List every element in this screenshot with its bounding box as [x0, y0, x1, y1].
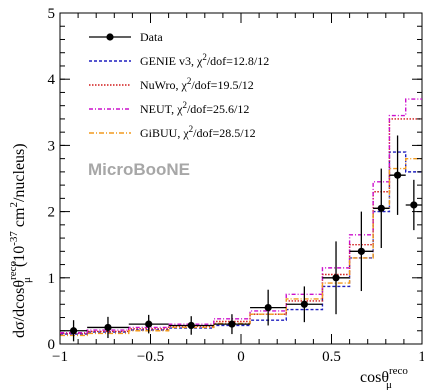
- x-tick-label: 1: [418, 349, 424, 365]
- y-tick-label: 2: [48, 205, 56, 221]
- legend-data-marker: [106, 33, 114, 41]
- y-axis-title-sup: reco: [7, 261, 19, 280]
- data-point: [69, 327, 78, 335]
- x-tick-label: 0.5: [322, 349, 341, 365]
- legend: Data GENIE v3, χ2/dof=12.8/12 NuWro, χ2/do…: [89, 30, 269, 140]
- x-axis-title-sup: reco: [389, 365, 408, 377]
- data-point: [410, 201, 418, 209]
- data-point: [228, 320, 236, 328]
- y-tick-label: 0: [48, 337, 56, 353]
- y-axis-title-units-exp: -37: [8, 231, 20, 246]
- data-point: [357, 247, 365, 255]
- y-tick-label: 3: [48, 138, 56, 154]
- data-point: [264, 303, 272, 312]
- x-tick-label: −0.5: [137, 349, 164, 365]
- y-axis-title-main: dσ/dcosθ: [11, 280, 28, 338]
- y-axis-title-units: (10: [11, 246, 28, 267]
- series-line-1: [60, 118, 422, 335]
- x-axis-title-sub: μ: [386, 379, 392, 390]
- y-axis-title: dσ/dcosθrecoμ (10-37 cm2/nucleus): [7, 143, 33, 338]
- data-point: [187, 321, 195, 330]
- x-tick-label: 0: [237, 349, 245, 365]
- data-point: [377, 204, 385, 212]
- data-point: [145, 320, 153, 328]
- y-axis-title-units-end: /nucleus): [11, 143, 28, 202]
- legend-label-3: GiBUU, χ2/dof=28.5/12: [140, 124, 256, 140]
- data-point: [393, 171, 402, 179]
- legend-data-label: Data: [140, 30, 163, 44]
- legend-label-2: NEUT, χ2/dof=25.6/12: [140, 100, 249, 116]
- data-point: [104, 323, 112, 332]
- x-axis-title: cosθreco μ: [360, 365, 408, 390]
- series-line-3: [60, 157, 422, 337]
- axis-layer: −1 −0.5 0 0.5 1 0 1 2 3 4 5: [48, 6, 424, 365]
- data-layer: [60, 135, 422, 342]
- series-line-0: [60, 151, 422, 335]
- watermark: MicroBooNE: [88, 160, 190, 179]
- y-axis-title-units-rest: cm: [11, 207, 28, 227]
- y-tick-label: 5: [48, 6, 56, 22]
- legend-label-0: GENIE v3, χ2/dof=12.8/12: [140, 52, 269, 68]
- x-axis-title-main: cosθ: [360, 369, 389, 386]
- x-tick-label: −1: [52, 349, 68, 365]
- y-tick-label: 1: [48, 271, 56, 287]
- data-point: [332, 274, 340, 282]
- legend-label-1: NuWro, χ2/dof=19.5/12: [140, 76, 254, 92]
- y-axis-title-units-exp2: 2: [8, 202, 20, 208]
- data-point: [300, 300, 308, 308]
- y-tick-label: 4: [48, 72, 56, 88]
- y-axis-title-sub: μ: [21, 277, 33, 283]
